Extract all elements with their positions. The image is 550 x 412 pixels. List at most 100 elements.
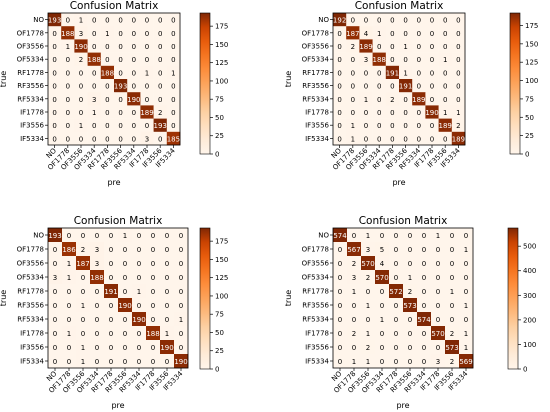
x-axis-label: pre [107,178,120,187]
cell-value-label: 188 [101,69,114,77]
cell-value-label: 0 [436,246,440,254]
heatmap-cell [346,105,360,119]
heatmap-cell [333,92,347,106]
cell-value-label: 0 [137,260,141,268]
heatmap-cell [359,92,373,106]
y-axis-label: true [0,71,8,87]
cell-value-label: 0 [422,344,426,352]
cell-value-label: 0 [450,274,454,282]
heatmap-cell [166,105,181,119]
heatmap-cell [48,105,62,119]
cell-value-label: 3 [352,274,356,282]
heatmap-cell [153,79,168,93]
cell-value-label: 0 [338,302,342,310]
heatmap-cell [62,354,77,369]
cell-value-label: 0 [66,17,70,25]
heatmap-cell [48,39,62,53]
cell-value-label: 0 [95,358,99,366]
heatmap-cell [146,284,161,299]
heatmap-cell [87,118,102,133]
heatmap-cell [140,26,154,40]
cell-value-label: 0 [171,43,175,51]
heatmap-cell [425,26,439,40]
cell-value-label: 189 [359,43,372,51]
cell-value-label: 0 [394,274,398,282]
heatmap-cell [132,354,147,369]
cell-value-label: 0 [337,135,341,143]
cell-value-label: 0 [67,288,71,296]
heatmap-cell [174,270,189,285]
cell-value-label: 0 [105,43,109,51]
cell-value-label: 0 [377,83,381,91]
heatmap-cell [127,39,141,53]
cell-value-label: 0 [109,246,113,254]
heatmap-cell [346,118,360,133]
heatmap-cell [385,79,400,93]
heatmap-cell [333,79,347,93]
colorbar-tick-label: 150 [525,40,538,48]
cell-value-label: 0 [436,288,440,296]
cell-value-label: 0 [123,330,127,338]
cell-value-label: 0 [81,232,85,240]
cell-value-label: 0 [377,122,381,130]
cell-value-label: 0 [171,122,175,130]
cell-value-label: 0 [92,135,96,143]
cell-value-label: 0 [52,56,56,64]
heatmap-cell [153,39,168,53]
heatmap-cell [114,79,128,93]
heatmap-cell [76,298,91,313]
heatmap-cell [412,105,426,119]
heatmap-cell [403,270,418,285]
y-tick-label: RF3556 [17,82,44,90]
cell-value-label: 0 [165,246,169,254]
cell-value-label: 0 [137,274,141,282]
cell-value-label: 0 [52,109,56,117]
cell-value-label: 1 [137,288,141,296]
cell-value-label: 0 [95,232,99,240]
colorbar-tick-label: 125 [215,274,228,282]
heatmap-cell [459,284,474,299]
x-axis-label: pre [392,178,405,187]
cell-value-label: 2 [366,274,370,282]
colorbar-tick-label: 175 [215,238,228,246]
heatmap-cell [160,228,175,243]
cell-value-label: 0 [123,316,127,324]
cell-value-label: 1 [352,358,356,366]
cell-value-label: 0 [403,96,407,104]
colorbar [199,12,211,155]
cell-value-label: 0 [430,17,434,25]
cell-value-label: 0 [430,135,434,143]
heatmap-cell [445,242,460,257]
heatmap-cell [76,270,91,285]
heatmap-cell [385,13,400,27]
heatmap-cell [174,298,189,313]
heatmap-cell [114,39,128,53]
cell-value-label: 0 [132,69,136,77]
cell-value-label: 0 [417,43,421,51]
heatmap-cell [48,270,63,285]
y-tick-label: IF1778 [20,330,44,338]
plot-frame [332,227,474,369]
cell-value-label: 1 [352,288,356,296]
heatmap-cell [417,298,432,313]
cell-value-label: 572 [389,288,402,296]
cell-value-label: 0 [145,17,149,25]
heatmap-cell [166,39,181,53]
cell-value-label: 1 [123,232,127,240]
cell-value-label: 0 [53,302,57,310]
heatmap-cell [333,52,347,67]
cell-value-label: 0 [95,302,99,310]
cell-value-label: 0 [390,109,394,117]
heatmap-cell [425,39,439,53]
cell-value-label: 0 [366,316,370,324]
heatmap-cell [333,270,348,285]
heatmap-cell [445,298,460,313]
heatmap-cell [372,131,387,146]
cell-value-label: 2 [450,330,454,338]
cell-value-label: 0 [179,330,183,338]
heatmap-cell [62,326,77,341]
cell-value-label: 1 [366,358,370,366]
cell-value-label: 0 [118,30,122,38]
heatmap-cell [118,256,133,271]
heatmap-cell [90,312,105,327]
